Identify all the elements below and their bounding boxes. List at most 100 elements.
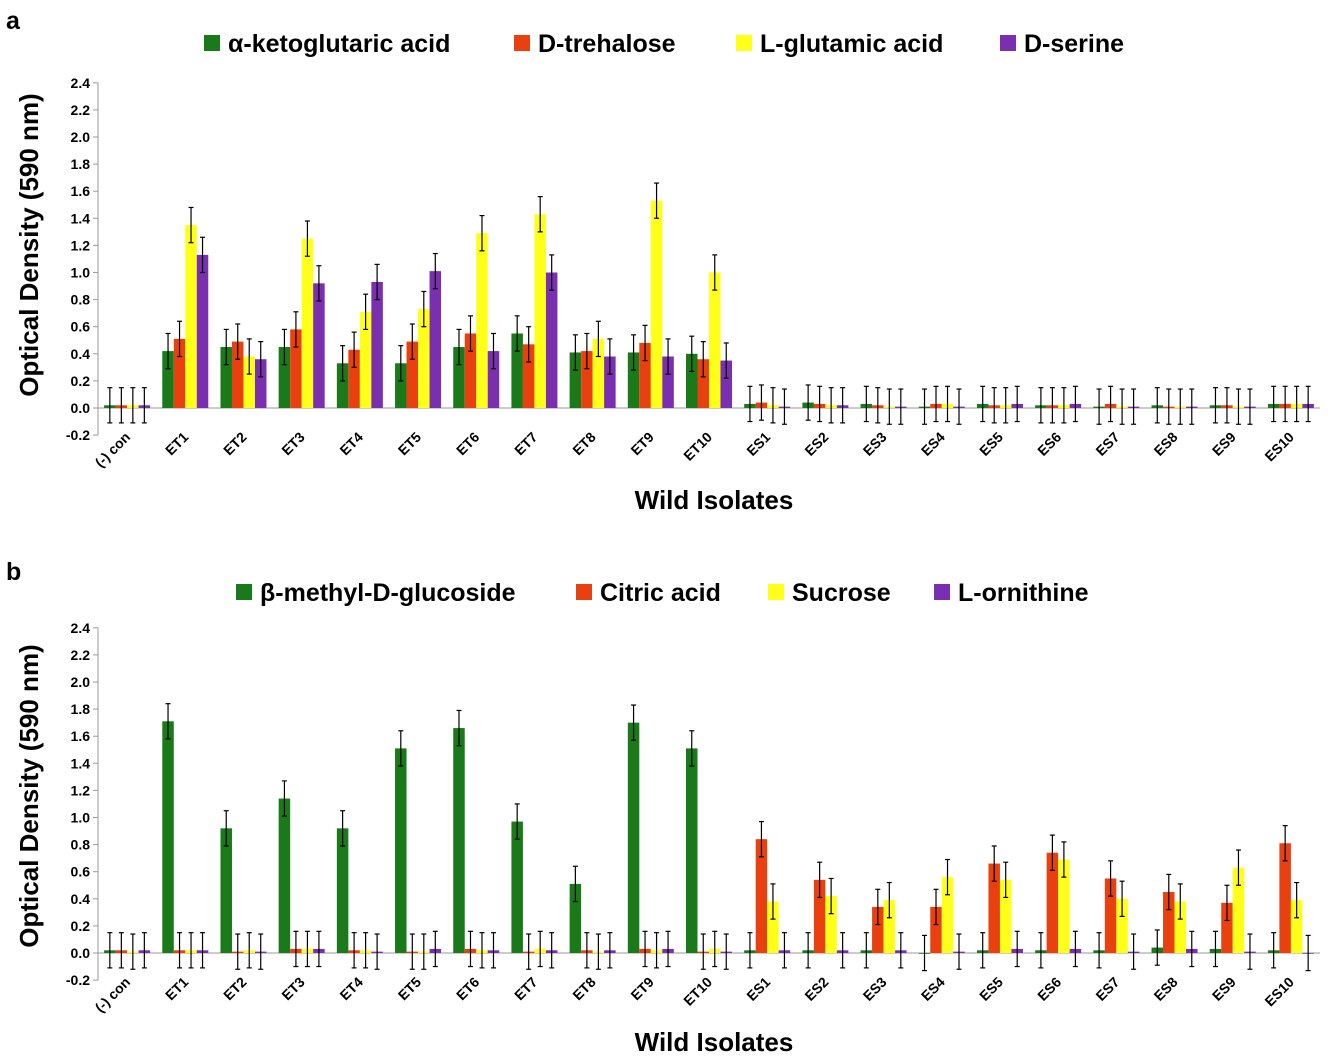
panel-a-error-bar xyxy=(1235,388,1241,425)
panel-a-bar-ET9-s0 xyxy=(627,352,640,408)
panel-b-error-bar xyxy=(945,858,951,896)
panel-a-x-axis-title: Wild Isolates xyxy=(635,485,794,515)
panel-a-error-bar xyxy=(467,315,473,352)
panel-b-error-bar xyxy=(1096,932,1102,969)
panel-b-error-bar xyxy=(898,932,904,969)
panel-a-bar-ET8-s2 xyxy=(592,338,605,408)
panel-b-y-tick-label: 1.6 xyxy=(71,728,91,744)
panel-a-error-bar xyxy=(165,332,171,370)
panel-b-letter: b xyxy=(6,558,21,586)
panel-a-bar-ET4-s1 xyxy=(348,349,360,408)
panel-b-error-bar xyxy=(665,930,671,968)
panel-b-x-tick-label: ES5 xyxy=(976,974,1006,1004)
panel-b-legend-swatch-0 xyxy=(236,584,252,600)
panel-b-legend-swatch-1 xyxy=(576,584,592,600)
panel-b-error-bar xyxy=(281,780,287,817)
panel-b-error-bar xyxy=(980,932,986,969)
panel-a-y-tick-label: 2.2 xyxy=(71,102,91,118)
panel-b-error-bar xyxy=(689,730,695,767)
panel-b-bar-ES1-s2 xyxy=(767,901,779,953)
panel-a-bar-ET10-s1 xyxy=(697,359,709,408)
panel-b-y-axis-title: Optical Density (590 nm) xyxy=(14,644,44,947)
panel-b-error-bar xyxy=(235,933,241,970)
panel-a-x-tick-label: ET8 xyxy=(569,429,599,459)
panel-b-x-tick-label: ET5 xyxy=(395,974,425,1004)
panel-b-error-bar xyxy=(840,932,846,969)
panel-a-y-tick-label: 0.2 xyxy=(71,373,91,389)
panel-a-y-tick-label: 1.4 xyxy=(71,210,91,226)
panel-b-bar-ES5-s1 xyxy=(988,863,1000,953)
panel-b-bar-ES9-s1 xyxy=(1221,902,1233,953)
panel-b-error-bar xyxy=(1189,930,1195,968)
panel-a-error-bar xyxy=(479,214,485,252)
panel-b-error-bar xyxy=(1049,834,1055,871)
panel-b-error-bar xyxy=(293,930,299,968)
panel-a-error-bar xyxy=(141,387,147,424)
panel-b-y-tick-label: 1.8 xyxy=(71,701,91,717)
panel-a: a α-ketoglutaric acid D-trehalose L-glutam… xyxy=(6,7,1320,515)
panel-a-error-bar xyxy=(246,338,252,375)
panel-a-x-tick-label: ES6 xyxy=(1034,429,1064,459)
panel-a-bar-ET5-s3 xyxy=(429,271,442,408)
panel-a-error-bar xyxy=(118,387,124,424)
panel-a-error-bar xyxy=(956,388,962,425)
panel-a-bar-ET6-s2 xyxy=(476,233,488,408)
panel-b-error-bar xyxy=(642,930,648,968)
panel-a-bar-ET2-s3 xyxy=(254,359,267,408)
panel-a-x-tick-label: ET10 xyxy=(680,429,715,464)
panel-a-legend-label-2: L-glutamic acid xyxy=(760,30,943,58)
panel-b-bar-ES3-s1 xyxy=(872,906,884,953)
panel-b-x-tick-label: ET1 xyxy=(162,974,192,1004)
panel-a-error-bar xyxy=(1072,385,1078,423)
panel-a-error-bar xyxy=(781,388,787,425)
panel-a-y-tick-label: 2.0 xyxy=(71,129,91,145)
panel-a-bar-ET1-s3 xyxy=(196,254,209,408)
panel-a-error-bar xyxy=(933,385,939,423)
panel-a-error-bar xyxy=(1224,387,1230,424)
panel-a-x-tick-label: ET5 xyxy=(395,429,425,459)
panel-b-error-bar xyxy=(537,930,543,968)
panel-b-error-bar xyxy=(1235,849,1241,886)
panel-a-error-bar xyxy=(537,196,543,233)
panel-a-error-bar xyxy=(584,332,590,370)
panel-a-bar-ET1-s0 xyxy=(162,351,174,408)
panel-b-x-tick-label: ES3 xyxy=(860,974,890,1004)
panel-a-error-bar xyxy=(316,265,322,302)
panel-a-error-bar xyxy=(723,342,729,379)
panel-a-y-tick-label: 0.4 xyxy=(71,346,91,362)
panel-a-error-bar xyxy=(549,254,555,291)
panel-a-error-bar xyxy=(922,388,928,425)
panel-b-error-bar xyxy=(165,703,171,740)
panel-a-error-bar xyxy=(363,293,369,331)
panel-a-bar-ET6-s1 xyxy=(464,333,477,408)
panel-b-legend-label-0: β-methyl-D-glucoside xyxy=(260,579,516,607)
panel-b-bar-ET1-s0 xyxy=(162,721,174,953)
panel-a-error-bar xyxy=(1038,387,1044,424)
panel-b-x-tick-label: ET4 xyxy=(337,974,367,1004)
panel-b-bar-ES8-s2 xyxy=(1174,901,1187,953)
panel-a-error-bar xyxy=(107,387,113,424)
panel-b-error-bar xyxy=(886,881,892,919)
panel-a-error-bar xyxy=(840,387,846,424)
panel-b-legend-label-3: L-ornithine xyxy=(958,579,1089,607)
panel-b-error-bar xyxy=(514,803,520,840)
panel-a-bar-ET6-s3 xyxy=(487,351,500,408)
panel-b-error-bar xyxy=(107,932,113,969)
panel-a-error-bar xyxy=(526,326,532,363)
panel-a-error-bar xyxy=(700,341,706,378)
panel-b-error-bar xyxy=(863,932,869,969)
panel-b-bar-ES2-s2 xyxy=(825,896,837,953)
panel-b-error-bar xyxy=(258,933,264,970)
panel-b-error-bar xyxy=(549,932,555,969)
panel-b-error-bar xyxy=(374,933,380,970)
panel-b-error-bar xyxy=(1247,933,1253,970)
panel-b-bar-ES8-s1 xyxy=(1163,892,1175,953)
panel-a-bar-ET2-s0 xyxy=(220,347,232,408)
panel-a-error-bar xyxy=(1096,388,1102,425)
panel-a-error-bar xyxy=(1189,388,1195,425)
panel-a-x-tick-label: ES10 xyxy=(1261,429,1297,465)
panel-a-error-bar xyxy=(758,384,764,421)
panel-b-error-bar xyxy=(956,933,962,970)
panel-b-error-bar xyxy=(479,932,485,969)
panel-a-y-tick-label: 1.8 xyxy=(71,156,91,172)
